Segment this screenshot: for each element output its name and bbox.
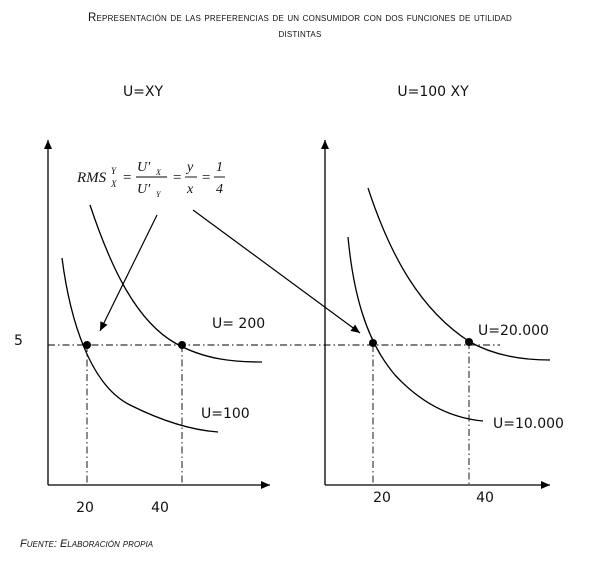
left-x-tick-20: 20: [76, 500, 94, 516]
formula-den3: 4: [216, 182, 223, 197]
right-curve-u10000: [347, 236, 484, 422]
formula-num2: y: [185, 160, 194, 175]
figure-source: Fuente: Elaboración propia: [20, 538, 154, 550]
left-function-label: U=XY: [123, 84, 164, 100]
formula-den1: U': [137, 182, 151, 197]
formula-num3: 1: [216, 160, 223, 175]
left-upper-curve-label: U= 200: [212, 316, 265, 332]
right-x-tick-20: 20: [373, 490, 391, 506]
formula-eq-2: =: [172, 170, 182, 186]
formula-rms: RMS: [76, 170, 107, 186]
formula-eq-3: =: [201, 170, 211, 186]
arrow-to-left-point: [99, 214, 158, 332]
right-upper-curve-label: U=20.000: [478, 323, 549, 339]
right-point-20: [369, 339, 377, 347]
y-tick-5: 5: [14, 333, 23, 349]
formula-num1-sub: X: [155, 168, 162, 177]
right-function-label: U=100 XY: [397, 84, 469, 100]
left-point-20: [83, 341, 91, 349]
right-x-tick-40: 40: [476, 490, 494, 506]
figure-caption: Representación de las preferencias de un…: [0, 10, 600, 42]
arrow-to-right-point: [192, 209, 361, 334]
left-x-tick-40: 40: [151, 500, 169, 516]
left-lower-curve-label: U=100: [201, 406, 250, 422]
formula-rms-sup: Y: [111, 166, 117, 176]
mrs-formula: RMS Y X = U' X U' Y = y x = 1 4: [76, 160, 225, 199]
right-lower-curve-label: U=10.000: [493, 416, 564, 432]
right-curve-u20000: [367, 187, 551, 361]
right-point-40: [465, 338, 473, 346]
left-curve-u200: [89, 204, 263, 363]
formula-num1: U': [137, 160, 151, 175]
formula-eq-1: =: [122, 170, 132, 186]
caption-line-1: Representación de las preferencias de un…: [88, 12, 512, 24]
formula-den1-sub: Y: [156, 190, 162, 199]
formula-rms-sub: X: [110, 179, 117, 189]
left-point-40: [178, 341, 186, 349]
caption-line-2: distintas: [278, 28, 322, 40]
left-curve-u100: [61, 257, 219, 433]
formula-den2: x: [186, 182, 194, 197]
